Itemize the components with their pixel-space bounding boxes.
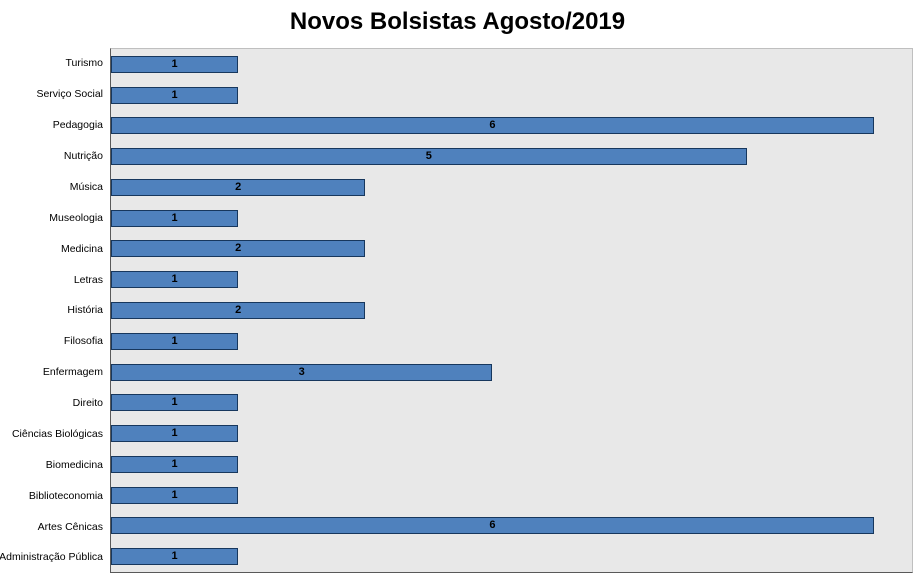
category-label: Música bbox=[69, 180, 103, 193]
bar[interactable]: 2 bbox=[111, 240, 366, 258]
bar-row: 1 bbox=[111, 480, 912, 511]
bar-value-label: 6 bbox=[489, 519, 496, 532]
bar-value-label: 1 bbox=[171, 488, 178, 501]
bar-row: 6 bbox=[111, 111, 912, 142]
bar-value-label: 1 bbox=[171, 211, 178, 224]
bar-value-label: 1 bbox=[171, 550, 178, 563]
bar[interactable]: 6 bbox=[111, 117, 874, 135]
bar-value-label: 2 bbox=[235, 180, 242, 193]
category-label: Museologia bbox=[49, 211, 103, 224]
bar-value-label: 2 bbox=[235, 304, 242, 316]
bar[interactable]: 2 bbox=[111, 178, 366, 196]
bar-row: 2 bbox=[111, 234, 912, 265]
bar-row: 1 bbox=[111, 326, 912, 357]
bar-row: 3 bbox=[111, 357, 912, 388]
bar-row: 1 bbox=[111, 264, 912, 295]
bar[interactable]: 1 bbox=[111, 455, 239, 473]
bar-row: 2 bbox=[111, 295, 912, 326]
category-label: Pedagogia bbox=[52, 119, 103, 132]
bar-value-label: 2 bbox=[235, 242, 242, 255]
category-label: Artes Cênicas bbox=[37, 520, 103, 533]
category-label: Direito bbox=[72, 397, 103, 410]
category-label: Turismo bbox=[65, 57, 103, 70]
bar-value-label: 1 bbox=[171, 88, 178, 101]
bar-row: 1 bbox=[111, 418, 912, 449]
category-label: Biomedicina bbox=[45, 458, 103, 471]
bar[interactable]: 5 bbox=[111, 148, 747, 166]
bar-value-label: 1 bbox=[171, 457, 178, 470]
bar-row: 1 bbox=[111, 541, 912, 572]
bar-value-label: 6 bbox=[489, 119, 496, 132]
bar[interactable]: 1 bbox=[111, 394, 239, 412]
bar-row: 6 bbox=[111, 510, 912, 541]
bar-value-label: 1 bbox=[171, 57, 178, 70]
bar-value-label: 3 bbox=[298, 365, 305, 378]
bar-row: 1 bbox=[111, 387, 912, 418]
category-label: Filosofia bbox=[63, 335, 103, 348]
bar[interactable]: 1 bbox=[111, 425, 239, 443]
category-label: Nutrição bbox=[63, 150, 103, 163]
category-label: Letras bbox=[73, 273, 103, 286]
bar-row: 1 bbox=[111, 80, 912, 111]
chart-title: Novos Bolsistas Agosto/2019 bbox=[289, 8, 626, 35]
category-label: Biblioteconomia bbox=[28, 489, 103, 502]
chart-body: Turismo Serviço Social Pedagogia Nutrição Mú… bbox=[0, 48, 913, 573]
bar-value-label: 1 bbox=[171, 334, 178, 347]
bar-row: 1 bbox=[111, 49, 912, 80]
bar[interactable]: 1 bbox=[111, 486, 239, 504]
bar[interactable]: 1 bbox=[111, 86, 239, 104]
category-label: Enfermagem bbox=[42, 366, 103, 379]
bar[interactable]: 1 bbox=[111, 548, 239, 566]
category-label: Serviço Social bbox=[36, 88, 103, 101]
bar[interactable]: 1 bbox=[111, 271, 239, 289]
bar-row: 5 bbox=[111, 141, 912, 172]
bar-value-label: 1 bbox=[171, 396, 178, 409]
bar-value-label: 1 bbox=[171, 273, 178, 286]
bar-value-label: 5 bbox=[425, 150, 432, 163]
bar-row: 1 bbox=[111, 449, 912, 480]
category-label: Ciências Biológicas bbox=[11, 427, 103, 440]
category-label: Medicina bbox=[60, 242, 103, 255]
bar[interactable]: 1 bbox=[111, 209, 239, 227]
bar[interactable]: 6 bbox=[111, 517, 874, 535]
y-axis-category-labels: Turismo Serviço Social Pedagogia Nutrição Mú… bbox=[0, 48, 110, 573]
bar-row: 1 bbox=[111, 203, 912, 234]
bar-value-label: 1 bbox=[171, 427, 178, 440]
bar[interactable]: 2 bbox=[111, 302, 366, 319]
category-label: Administração Pública bbox=[0, 551, 103, 564]
bar-row: 2 bbox=[111, 172, 912, 203]
bar[interactable]: 1 bbox=[111, 55, 239, 73]
category-label: História bbox=[67, 304, 103, 317]
bar[interactable]: 3 bbox=[111, 363, 493, 381]
bar[interactable]: 1 bbox=[111, 332, 239, 350]
